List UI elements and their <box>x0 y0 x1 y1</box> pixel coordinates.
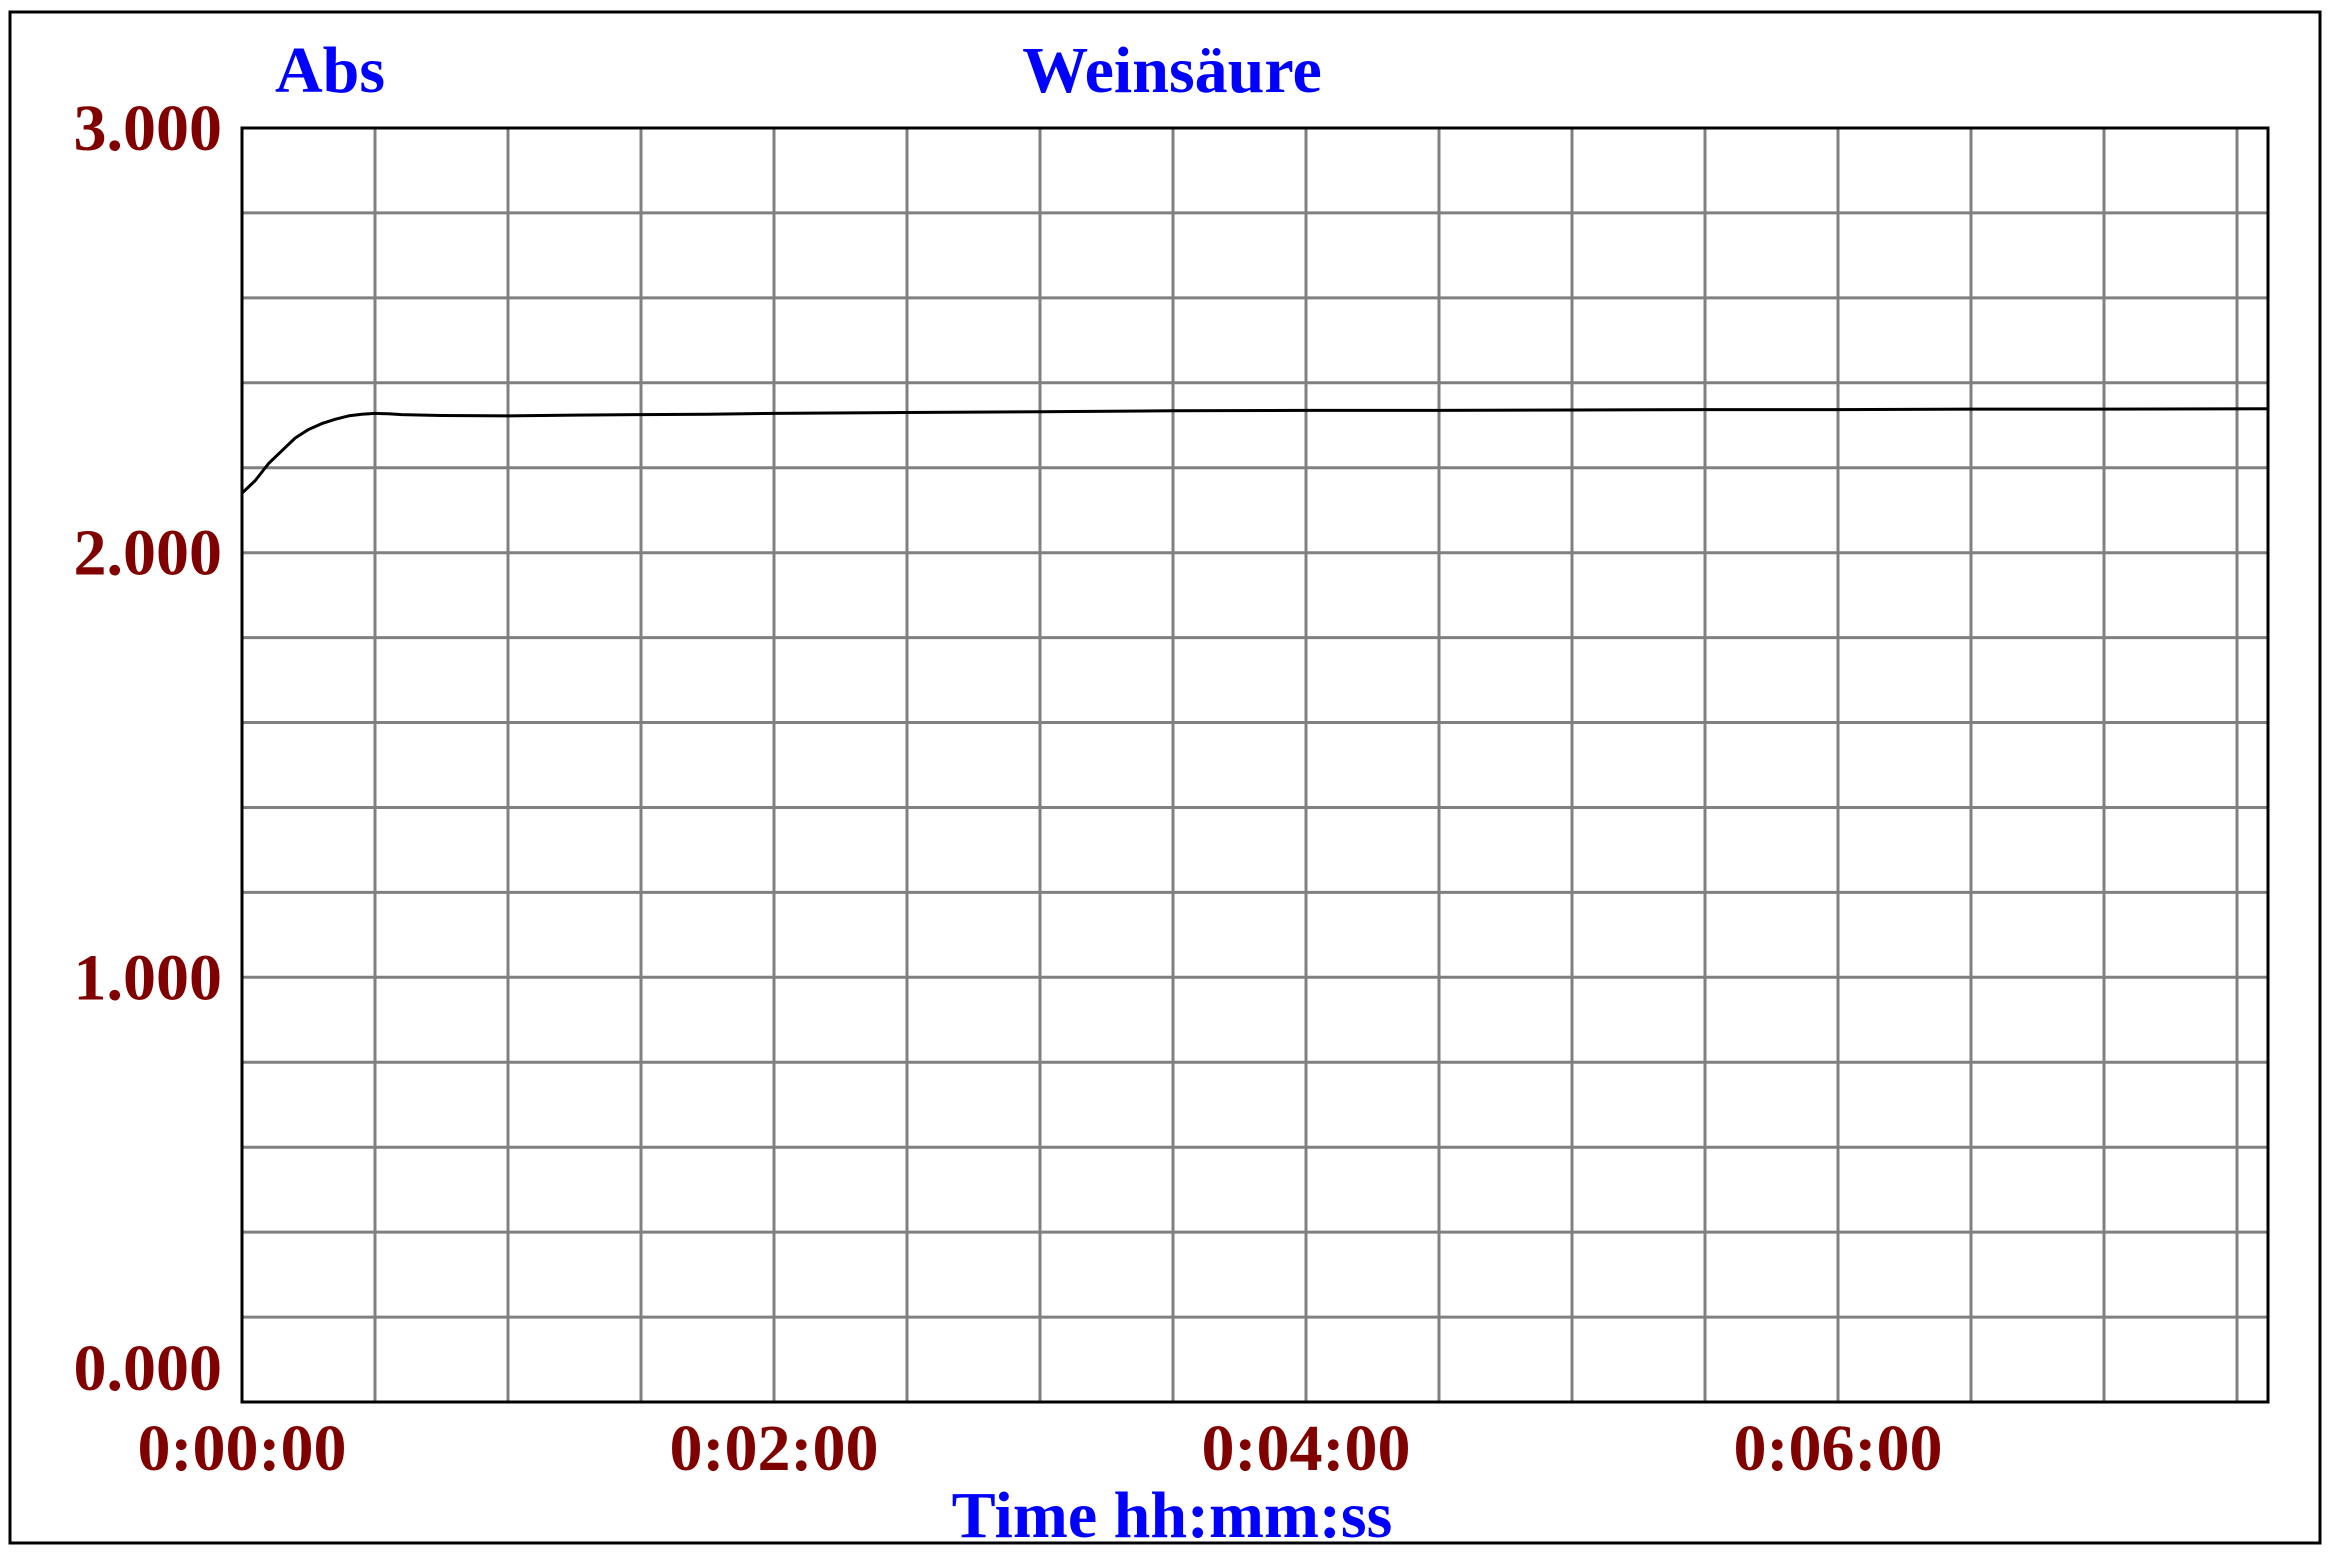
series-layer <box>240 407 2269 495</box>
x-axis-ticks: 0:00:00 0:02:00 0:04:00 0:06:00 <box>138 1412 1943 1485</box>
y-axis-label: Abs <box>275 34 385 107</box>
y-tick-label: 3.000 <box>74 92 223 165</box>
grid <box>242 128 2268 1402</box>
x-tick-label: 0:04:00 <box>1202 1412 1411 1485</box>
x-axis-label: Time hh:mm:ss <box>952 1479 1393 1552</box>
x-tick-label: 0:06:00 <box>1734 1412 1943 1485</box>
x-tick-label: 0:02:00 <box>670 1412 879 1485</box>
chart-title: Weinsäure <box>1022 34 1321 107</box>
y-axis-ticks: 0.000 1.000 2.000 3.000 <box>74 92 223 1405</box>
y-tick-label: 0.000 <box>74 1332 223 1405</box>
x-tick-label: 0:00:00 <box>138 1412 347 1485</box>
chart-frame <box>8 10 2322 1545</box>
series-line <box>240 407 2269 495</box>
plot-area <box>240 126 2270 1404</box>
y-tick-label: 1.000 <box>74 941 223 1014</box>
y-tick-label: 2.000 <box>74 517 223 590</box>
